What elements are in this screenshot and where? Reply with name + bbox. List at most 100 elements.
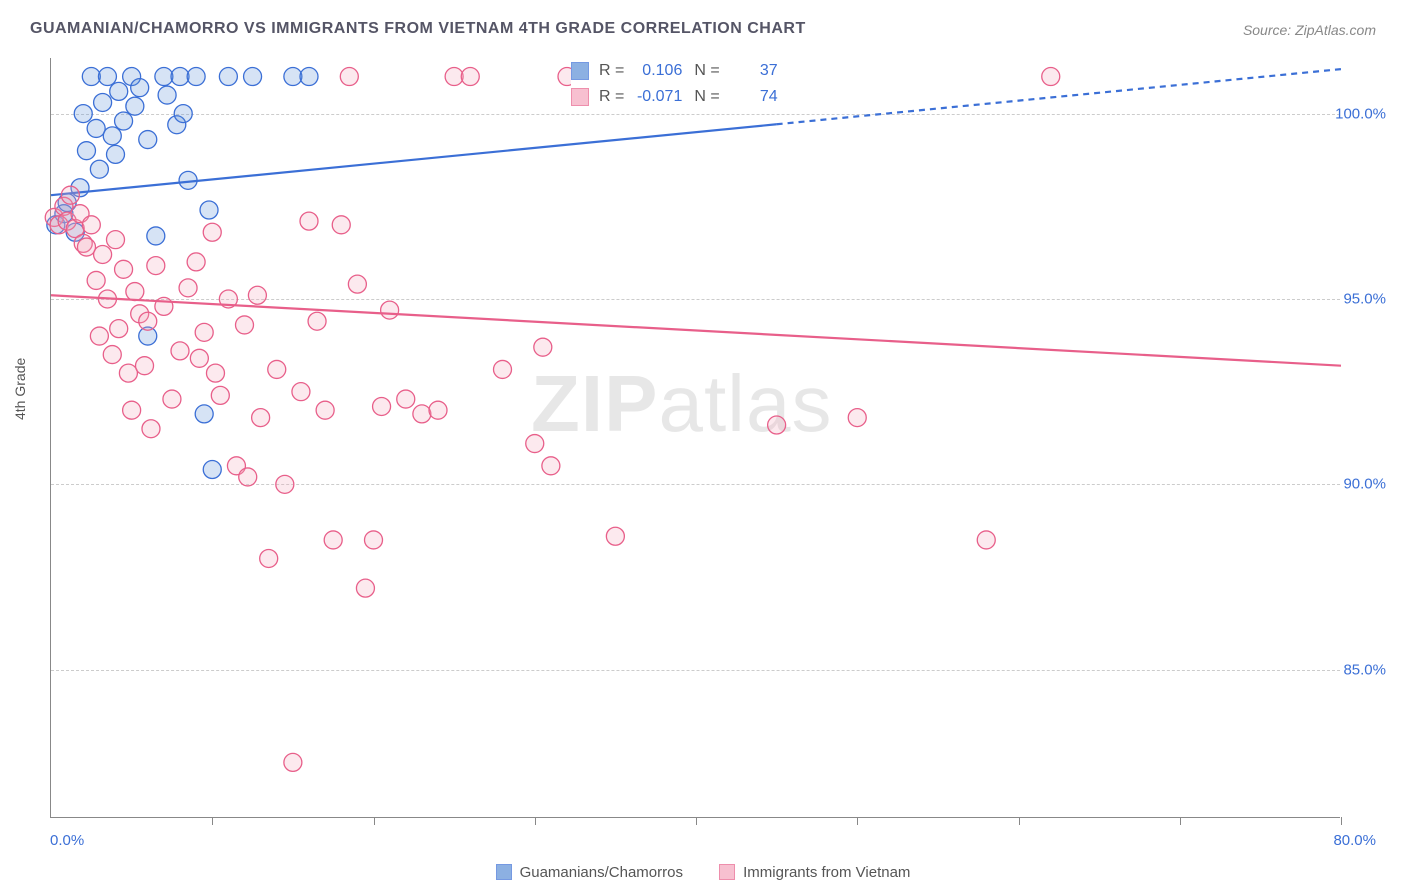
data-point	[292, 383, 310, 401]
data-point	[445, 68, 463, 86]
source-label: Source:	[1243, 22, 1295, 38]
data-point	[155, 68, 173, 86]
legend-swatch-guam	[496, 864, 512, 880]
data-point	[77, 142, 95, 160]
legend-swatch-viet	[719, 864, 735, 880]
data-point	[494, 360, 512, 378]
data-point	[316, 401, 334, 419]
stats-row: R =0.106N =37	[571, 58, 790, 84]
source-attribution: Source: ZipAtlas.com	[1243, 22, 1376, 38]
chart-container: GUAMANIAN/CHAMORRO VS IMMIGRANTS FROM VI…	[0, 0, 1406, 892]
data-point	[119, 364, 137, 382]
data-point	[110, 82, 128, 100]
data-point	[139, 131, 157, 149]
data-point	[187, 253, 205, 271]
stats-n-label: N =	[694, 88, 719, 106]
data-point	[147, 227, 165, 245]
data-point	[244, 68, 262, 86]
legend-label-guam: Guamanians/Chamorros	[520, 864, 683, 881]
data-point	[236, 316, 254, 334]
x-tick	[1341, 817, 1342, 825]
data-point	[365, 531, 383, 549]
data-point	[126, 283, 144, 301]
plot-area: ZIPatlas R =0.106N =37R =-0.071N =74	[50, 58, 1340, 818]
stats-n-value: 37	[724, 62, 778, 80]
data-point	[115, 112, 133, 130]
data-point	[74, 105, 92, 123]
stats-r-label: R =	[599, 88, 624, 106]
stats-swatch	[571, 88, 589, 106]
data-point	[1042, 68, 1060, 86]
data-point	[123, 401, 141, 419]
data-point	[110, 320, 128, 338]
data-point	[171, 342, 189, 360]
data-point	[203, 461, 221, 479]
data-point	[206, 364, 224, 382]
data-point	[239, 468, 257, 486]
plot-svg	[51, 58, 1340, 817]
x-tick	[535, 817, 536, 825]
data-point	[103, 127, 121, 145]
x-tick	[696, 817, 697, 825]
data-point	[158, 86, 176, 104]
stats-swatch	[571, 62, 589, 80]
data-point	[174, 105, 192, 123]
legend-item-guam: Guamanians/Chamorros	[496, 864, 683, 881]
data-point	[82, 68, 100, 86]
data-point	[195, 323, 213, 341]
y-tick-label: 90.0%	[1343, 476, 1386, 493]
data-point	[348, 275, 366, 293]
data-point	[90, 327, 108, 345]
data-point	[171, 68, 189, 86]
data-point	[606, 527, 624, 545]
data-point	[179, 279, 197, 297]
data-point	[284, 68, 302, 86]
data-point	[429, 401, 447, 419]
x-tick	[212, 817, 213, 825]
chart-title: GUAMANIAN/CHAMORRO VS IMMIGRANTS FROM VI…	[30, 20, 806, 38]
data-point	[300, 212, 318, 230]
data-point	[82, 216, 100, 234]
data-point	[324, 531, 342, 549]
data-point	[461, 68, 479, 86]
stats-n-value: 74	[724, 88, 778, 106]
data-point	[98, 68, 116, 86]
data-point	[768, 416, 786, 434]
data-point	[136, 357, 154, 375]
data-point	[308, 312, 326, 330]
data-point	[203, 223, 221, 241]
x-tick	[374, 817, 375, 825]
x-axis-min-label: 0.0%	[50, 832, 84, 849]
y-tick-label: 85.0%	[1343, 661, 1386, 678]
data-point	[373, 397, 391, 415]
data-point	[397, 390, 415, 408]
data-point	[94, 93, 112, 111]
data-point	[61, 186, 79, 204]
data-point	[107, 231, 125, 249]
data-point	[126, 97, 144, 115]
data-point	[142, 420, 160, 438]
y-axis-label: 4th Grade	[12, 358, 28, 420]
data-point	[526, 435, 544, 453]
data-point	[200, 201, 218, 219]
data-point	[534, 338, 552, 356]
legend-item-viet: Immigrants from Vietnam	[719, 864, 910, 881]
data-point	[107, 145, 125, 163]
data-point	[977, 531, 995, 549]
data-point	[332, 216, 350, 234]
data-point	[103, 346, 121, 364]
data-point	[187, 68, 205, 86]
data-point	[139, 312, 157, 330]
y-tick-label: 100.0%	[1335, 105, 1386, 122]
data-point	[276, 475, 294, 493]
stats-box: R =0.106N =37R =-0.071N =74	[571, 58, 790, 110]
data-point	[356, 579, 374, 597]
x-tick	[1180, 817, 1181, 825]
x-tick	[857, 817, 858, 825]
data-point	[268, 360, 286, 378]
data-point	[340, 68, 358, 86]
data-point	[252, 409, 270, 427]
trend-line	[51, 124, 777, 195]
stats-row: R =-0.071N =74	[571, 84, 790, 110]
data-point	[87, 119, 105, 137]
